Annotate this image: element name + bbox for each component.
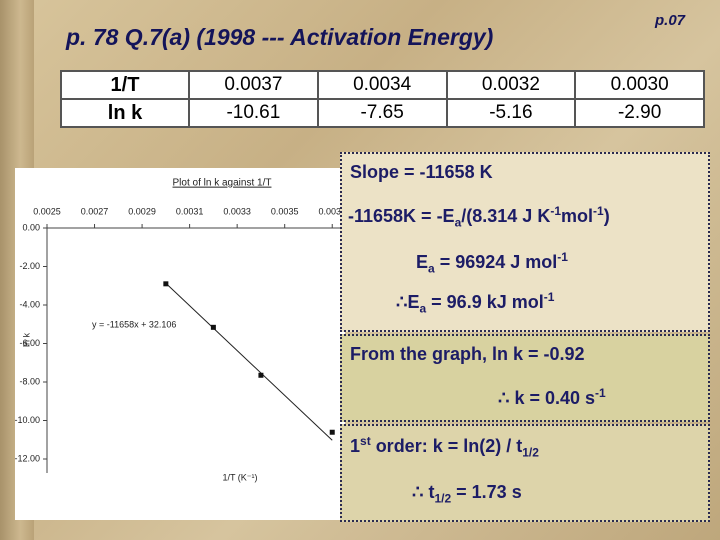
text: Slope = -11658 K [350,162,493,182]
working-box: 1st order: k = ln(2) / t1/2 ∴ t1/2 = 1.7… [340,424,710,522]
cell: 1/T [60,70,190,100]
working-line: ∴ t1/2 = 1.73 s [412,482,522,506]
cell: 0.0032 [445,70,577,100]
text: 1/2 [434,491,452,506]
text: -1 [593,204,604,218]
working-line: 1st order: k = ln(2) / t1/2 [350,434,539,460]
working-line: Ea = 96924 J mol-1 [416,250,568,276]
data-point [210,324,216,330]
text: 1/2 [522,445,539,460]
text: a [454,215,462,230]
text: 1 [350,436,361,456]
text: From the graph, ln k = -0.92 [350,344,585,364]
text: = 96924 J mol [434,252,558,272]
text: a [419,301,427,316]
y-tick-label: -8.00 [19,376,40,386]
working-line: -11658K = -Ea/(8.314 J K-1mol-1) [348,204,610,230]
working-box: Slope = -11658 K -11658K = -Ea/(8.314 J … [340,152,710,332]
x-tick-label: 0.0029 [128,206,156,216]
text: order: k = ln(2) / t [370,436,523,456]
y-tick-label: -12.00 [15,453,40,463]
text: -1 [550,204,561,218]
x-tick-label: 0.0027 [81,206,109,216]
x-axis-label: 1/T (K⁻¹) [222,472,257,482]
text: = 96.9 kJ mol [426,292,544,312]
cell: -10.61 [188,98,319,128]
cell: 0.0034 [316,70,448,100]
text: mol [561,206,594,226]
text: ∴E [396,292,420,312]
cell: -2.90 [574,98,705,128]
cell: -7.65 [316,98,448,128]
cell: ln k [60,98,190,128]
data-point [329,429,335,435]
working-line: From the graph, ln k = -0.92 [350,344,585,365]
cell: -5.16 [445,98,577,128]
text: -1 [595,386,606,400]
text: -1 [557,250,568,264]
text: -1 [543,290,555,304]
text: ∴ k = 0.40 s [498,388,596,408]
working-box: From the graph, ln k = -0.92 ∴ k = 0.40 … [340,334,710,422]
data-table: 1/T 0.0037 0.0034 0.0032 0.0030 ln k -10… [60,70,705,128]
table-row: ln k -10.61 -7.65 -5.16 -2.90 [60,98,705,128]
x-tick-label: 0.0033 [223,206,251,216]
data-point [163,281,169,287]
x-tick-label: 0.0037 [318,206,345,216]
cell: 0.0037 [188,70,319,100]
graph: Plot of ln k against 1/T 1/T (K⁻¹) ln k … [15,168,345,520]
text: st [360,434,371,448]
trendline-label: y = -11658x + 32.106 [92,319,176,329]
data-point [258,372,264,378]
text: = 1.73 s [451,482,522,502]
x-tick-label: 0.0035 [271,206,299,216]
y-tick-label: -6.00 [19,338,40,348]
y-tick-label: -4.00 [19,299,40,309]
text: ∴ t [412,482,435,502]
trendline [165,282,333,441]
x-tick-label: 0.0031 [176,206,204,216]
x-tick-label: 0.0025 [33,206,61,216]
table-row: 1/T 0.0037 0.0034 0.0032 0.0030 [60,70,705,100]
y-tick-label: -2.00 [19,261,40,271]
text: /(8.314 J K [461,206,551,226]
y-tick-label: -10.00 [15,415,40,425]
text: -11658K = -E [348,206,455,226]
title: p. 78 Q.7(a) (1998 --- Activation Energy… [66,24,494,50]
working-line: ∴Ea = 96.9 kJ mol-1 [396,290,554,316]
y-tick-label: 0.00 [22,222,40,232]
graph-title: Plot of ln k against 1/T [173,178,272,189]
working-line: ∴ k = 0.40 s-1 [498,386,606,409]
text: a [428,261,435,276]
cell: 0.0030 [574,70,705,100]
y-axis-label: ln k [21,333,31,348]
text: E [416,252,429,272]
page-number: p.07 [655,12,686,29]
working-line: Slope = -11658 K [350,162,493,183]
text: ) [603,206,610,226]
